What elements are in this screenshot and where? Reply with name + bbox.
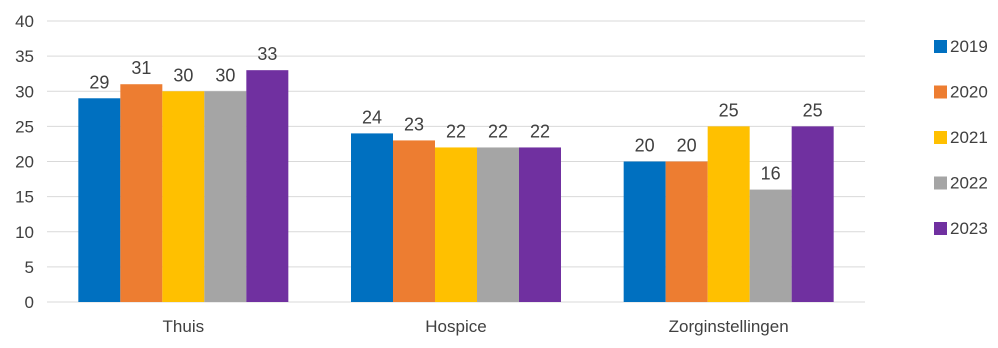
y-tick-label: 20 [15,153,34,172]
legend-label: 2022 [950,174,988,193]
bar-2021-thuis [162,91,205,302]
y-tick-label: 40 [15,12,34,31]
bar-2022-thuis [204,91,247,302]
bar-2023-hospice [519,147,561,302]
legend-swatch [934,85,947,99]
x-tick-label: Zorginstellingen [669,317,789,336]
data-label: 30 [215,65,235,85]
y-tick-label: 5 [25,258,34,277]
bars [78,70,834,303]
data-label: 23 [404,114,424,134]
data-label: 29 [89,72,109,92]
data-label: 22 [488,121,508,141]
bar-2019-thuis [78,98,121,303]
data-label: 20 [635,136,655,156]
data-label: 20 [677,136,697,156]
y-tick-label: 25 [15,117,34,136]
y-tick-label: 10 [15,223,34,242]
data-label: 31 [131,58,151,78]
data-label: 22 [446,121,466,141]
legend: 2019 2020 2021 2022 2023 [934,37,988,238]
bar-2023-zorginstellingen [791,126,834,302]
bar-2019-hospice [351,133,393,302]
x-axis: Thuis Hospice Zorginstellingen [163,317,789,336]
data-label: 25 [803,100,823,120]
legend-swatch [934,176,947,190]
y-tick-label: 0 [25,293,34,312]
data-label: 24 [362,107,382,127]
bar-2021-hospice [435,147,477,302]
bar-2020-hospice [393,140,435,302]
y-tick-label: 35 [15,47,34,66]
x-tick-label: Thuis [163,317,205,336]
data-label: 33 [257,44,277,64]
y-axis: 0 5 10 15 20 25 30 35 40 [15,12,34,312]
legend-label: 2019 [950,37,988,56]
y-tick-label: 30 [15,82,34,101]
legend-label: 2023 [950,219,988,238]
data-label: 30 [173,65,193,85]
legend-label: 2021 [950,128,988,147]
legend-swatch [934,40,947,53]
data-label: 25 [719,100,739,120]
data-labels: 29 31 30 30 33 24 23 22 22 22 20 20 25 16 25 [89,44,822,183]
bar-2021-zorginstellingen [707,126,750,302]
legend-swatch [934,222,947,235]
bar-2022-hospice [477,147,519,302]
bar-2020-zorginstellingen [665,161,708,302]
legend-swatch [934,131,947,144]
bar-2022-zorginstellingen [749,189,792,302]
bar-2020-thuis [120,84,163,302]
data-label: 16 [761,164,781,184]
x-tick-label: Hospice [425,317,486,336]
bar-2019-zorginstellingen [623,161,666,302]
data-label: 22 [530,121,550,141]
bar-2023-thuis [246,70,289,302]
y-tick-label: 15 [15,188,34,207]
legend-label: 2020 [950,83,988,102]
